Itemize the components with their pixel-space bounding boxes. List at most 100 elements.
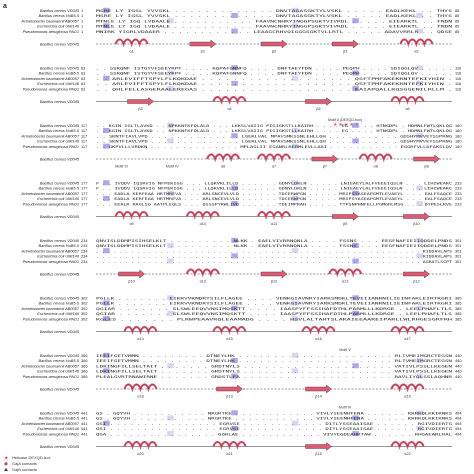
species-label: Pseudomonas aeruginosa PAO1 xyxy=(23,86,79,91)
conserved-highlight xyxy=(416,425,423,431)
species-label: Escherichia coli UMI146 xyxy=(37,311,80,316)
sequence-text: . . KGIN IGLTLAVKD . . NPKKNFKFQLALD . .… xyxy=(96,123,453,128)
seq-end-number: 385 xyxy=(455,316,462,321)
conserved-highlight xyxy=(103,368,110,374)
sequence-text: QGIAR . . . . . . . SLSWLEEQVVNSIMQSKTT … xyxy=(96,311,453,316)
ss-element-label: β3 xyxy=(343,50,347,54)
secondary-structure-label: Bacillus cereus VD045 xyxy=(40,444,80,449)
sequence-text: QGA . . . . . . . . . . . . . . . . GGRL… xyxy=(96,431,453,436)
species-label: Escherichia coli UMI146 xyxy=(37,426,80,431)
seq-start-number: 117 xyxy=(81,144,87,149)
seq-start-number: 234 xyxy=(81,238,88,243)
species-label: Bacillus cereus HuB5-5 xyxy=(39,13,80,18)
conserved-highlight xyxy=(103,248,110,254)
conserved-highlight xyxy=(231,410,238,416)
alpha-helix xyxy=(390,325,425,335)
species-label: Pseudomonas aeruginosa PAO1 xyxy=(23,29,79,34)
seq-start-number: 117 xyxy=(81,133,87,138)
conserved-highlight xyxy=(103,180,110,186)
seq-start-number: 177 xyxy=(81,196,88,201)
conserved-highlight xyxy=(167,295,174,301)
conserved-highlight xyxy=(416,373,423,379)
species-label: Pseudomonas aeruginosa PAO1 xyxy=(23,201,79,206)
seq-start-number: 1 xyxy=(81,29,83,34)
conserved-highlight xyxy=(103,7,110,13)
conserved-highlight xyxy=(416,201,423,207)
alpha-helix-outline xyxy=(257,211,291,218)
seq-end-number: 440 xyxy=(455,353,462,358)
legend-item: ★ Helicase DEXQD-box xyxy=(4,455,50,461)
ss-element-label: β14 xyxy=(315,395,321,399)
panel-label: a xyxy=(3,3,7,10)
sequence-text: LDKINGFILLSELTAIT . . . . . . . GRDTNYLS… xyxy=(96,363,453,368)
sequence-text: QNVISLDDMPISIHSELKLT . . . . . . . . . N… xyxy=(96,243,453,248)
alpha-helix-outline xyxy=(124,384,157,390)
seq-end-number: 301 xyxy=(455,238,462,243)
beta-strand-arrow xyxy=(260,269,288,279)
conserved-highlight xyxy=(352,258,359,264)
secondary-structure-label: Bacillus cereus VD045 xyxy=(40,387,80,392)
species-label: Bacillus cereus HuB5-5 xyxy=(39,71,80,76)
conserved-highlight xyxy=(416,253,423,259)
alpha-helix xyxy=(185,210,220,220)
alignment-blocks: Bacillus cereus VD045 1 MSRE LY IGSL YVVSK… xyxy=(20,7,462,456)
sequence-text: . . ARLEVIFFTSPYLFLKQKDAE . . . . . . . … xyxy=(96,81,452,86)
conserved-highlight xyxy=(231,185,238,191)
sequence-text: . . SSRQNF ISTGYVFSEEYRPF . . . . KQPAFG… xyxy=(96,71,452,76)
alpha-helix-outline xyxy=(302,326,335,333)
sequence-text: . . ARLEVIFFTSPYLFLKQKDAE . . . . . . . … xyxy=(96,76,452,81)
secondary-structure-label: Bacillus cereus VD045 xyxy=(40,99,80,104)
conserved-highlight xyxy=(167,243,174,248)
species-label: Acinetobacter baumannii AB0057 xyxy=(20,306,79,311)
alpha-helix xyxy=(185,268,220,278)
conserved-highlight xyxy=(167,431,174,437)
seq-end-number: 85 xyxy=(455,29,459,34)
sequence-text: IEEIFGETVMMN . . . . . . . . . DTNEYLHK … xyxy=(96,358,453,363)
alpha-helix xyxy=(212,440,247,450)
ss-element-label: β4 xyxy=(316,107,320,111)
species-label: Acinetobacter baumannii AB0057 xyxy=(20,191,79,196)
conserved-highlight xyxy=(416,28,423,34)
seq-start-number: 234 xyxy=(81,243,88,248)
ss-element-label: α15 xyxy=(226,337,232,341)
seq-end-number: 440 xyxy=(455,369,462,374)
species-label: Bacillus cereus VD045 xyxy=(40,8,80,13)
seq-end-number: 494 xyxy=(455,426,462,431)
alignment-block: Bacillus cereus VD045 1 MSRE LY IGSL YVVSK… xyxy=(20,7,459,54)
seq-start-number: 1 xyxy=(81,13,83,18)
ss-element-label: α12 xyxy=(200,280,206,284)
secondary-structure-label: Bacillus cereus VD045 xyxy=(40,214,80,219)
ss-element-label: Motif IV xyxy=(166,165,179,169)
seq-end-number: 385 xyxy=(455,296,462,301)
ss-element-label: α6 xyxy=(221,165,225,169)
conserved-highlight xyxy=(167,18,174,24)
ss-element-label: α16 xyxy=(315,337,321,341)
seq-end-number: 385 xyxy=(455,306,462,311)
sequence-text: . . . . . . . . . . . . . . . . . . . . … xyxy=(96,248,453,253)
alignment-block: Bacillus cereus VD045 177 F . . IVQDV IQSR… xyxy=(20,180,462,226)
conserved-highlight xyxy=(352,363,359,369)
legend-label: Helicase DEXQD-box xyxy=(12,455,50,460)
beta-strand-arrow xyxy=(413,154,440,164)
beta-strand-arrow xyxy=(305,442,332,451)
conserved-highlight xyxy=(352,18,359,24)
seq-end-number: 180 xyxy=(455,144,462,149)
species-label: Acinetobacter baumannii AB0057 xyxy=(20,248,79,253)
conserved-highlight xyxy=(416,65,423,71)
alpha-helix xyxy=(114,38,149,48)
seq-end-number: 116 xyxy=(455,86,461,91)
sequence-text: MNIRK YIGRLVDAAER . . . . . . . . . . . … xyxy=(96,29,453,34)
seq-end-number: 180 xyxy=(455,128,462,133)
ss-element-label: β13 xyxy=(226,395,232,399)
conserved-highlight xyxy=(167,86,174,92)
ss-element-label: β15 xyxy=(315,452,321,456)
seq-start-number: 117 xyxy=(81,123,87,128)
seq-start-number: 63 xyxy=(81,81,85,86)
conserved-highlight xyxy=(231,133,238,139)
conserved-highlight xyxy=(167,122,174,128)
seq-start-number: 441 xyxy=(81,431,88,436)
species-label: Bacillus cereus HuB5-5 xyxy=(39,186,80,191)
sequence-text: QNVISLDDMPISIHSELKLT . . . . . . . . . N… xyxy=(96,238,453,243)
ss-element-label: β12 xyxy=(413,280,419,284)
